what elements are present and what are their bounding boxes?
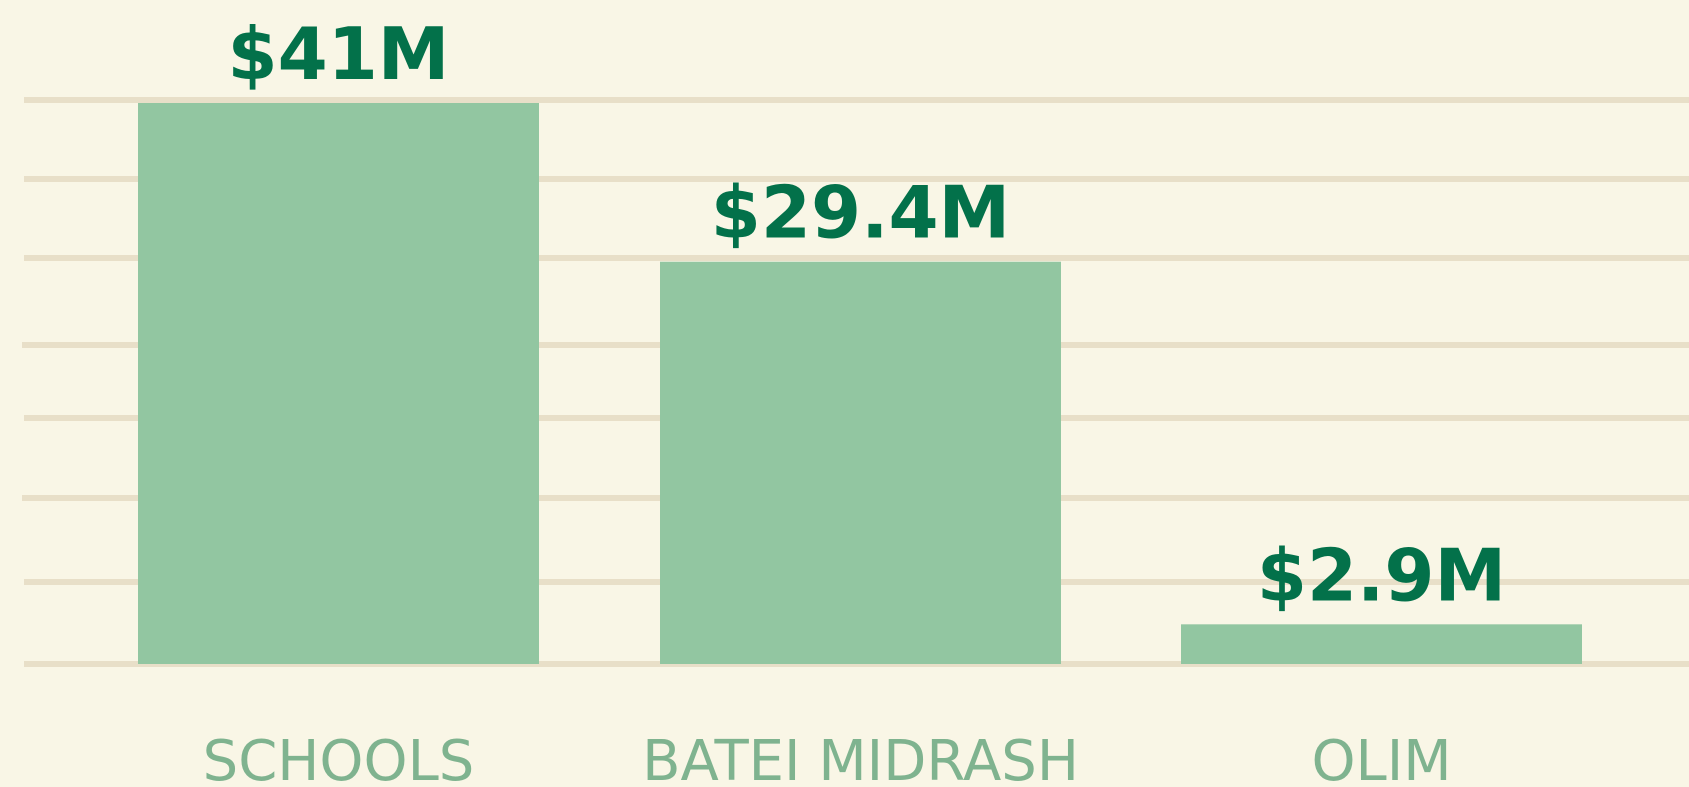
value-label: $29.4M	[711, 171, 1010, 255]
bar	[138, 103, 539, 664]
bar	[660, 261, 1061, 664]
bar	[1181, 624, 1582, 664]
category-label: SCHOOLS	[203, 729, 475, 787]
value-label: $2.9M	[1257, 533, 1506, 617]
value-label: $41M	[228, 12, 450, 96]
category-label: OLIM	[1311, 729, 1451, 787]
category-label: BATEI MIDRASH	[642, 729, 1079, 787]
